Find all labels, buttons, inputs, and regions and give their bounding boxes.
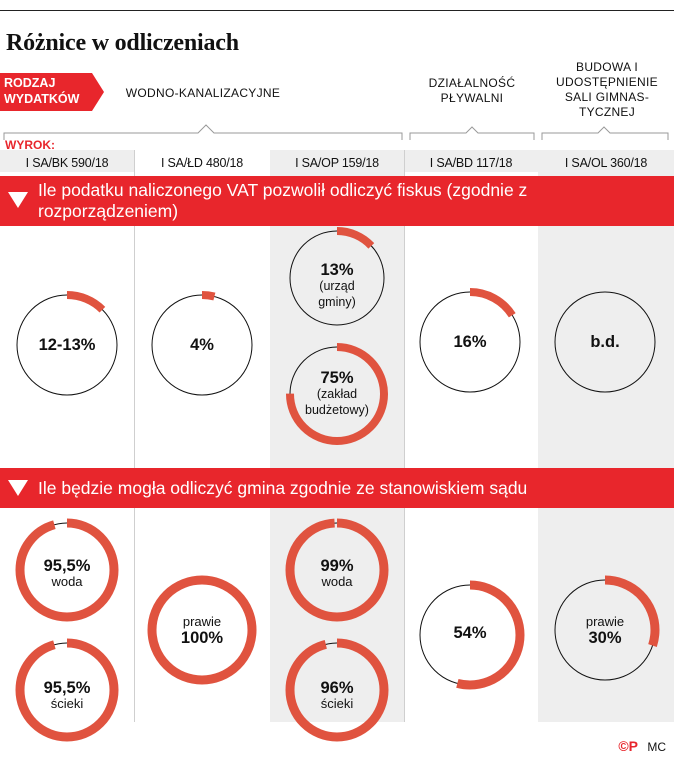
footer: ©P MC — [618, 738, 666, 754]
ring-value: 4% — [190, 336, 214, 354]
ring-value: 75% — [320, 369, 354, 387]
rodzaj-tag — [0, 73, 104, 111]
author-credit: MC — [647, 740, 666, 754]
ring-sub: prawie — [585, 614, 625, 629]
ring-arc — [148, 291, 256, 399]
ring-sub: ścieki — [50, 696, 84, 711]
ring-value: 99% — [320, 557, 354, 575]
ring-sub: prawie — [182, 614, 222, 629]
ring-arc — [416, 288, 524, 396]
category-plywalnia: DZIAŁALNOŚĆ PŁYWALNI — [428, 76, 516, 105]
ring-outline — [554, 291, 656, 393]
publisher-logo: ©P — [618, 738, 638, 754]
ring-label-ld-s1: 4% — [152, 337, 252, 354]
ring-label-ol-s1: b.d. — [555, 334, 655, 351]
ring-arc — [415, 580, 525, 690]
ring-sub: ścieki — [320, 696, 354, 711]
section-title-1: Ile podatku naliczonego VAT pozwolił odl… — [38, 180, 528, 221]
ring-value: 95,5% — [43, 557, 91, 575]
rodzaj-line-1: RODZAJ — [4, 76, 56, 90]
ring-arc — [285, 518, 389, 622]
ring-arc — [286, 227, 388, 329]
section-band-2 — [0, 468, 674, 508]
ring-label-bk-s1: 12-13% — [17, 337, 117, 354]
ring-arc — [13, 291, 121, 399]
ring-value: 12-13% — [38, 336, 96, 354]
ring-arc — [15, 638, 119, 742]
ring-sub: (zakład budżetowy) — [305, 387, 369, 417]
column-shade-3 — [270, 150, 404, 722]
ring-arc — [550, 575, 660, 685]
top-rule — [0, 10, 674, 11]
ring-label-op-zaklad-s1: 75% (zakład budżetowy) — [287, 370, 387, 418]
ring-arc — [147, 575, 257, 685]
ring-value: 95,5% — [43, 679, 91, 697]
ring-label-bd-s2: 54% — [420, 625, 520, 642]
ring-value: 54% — [453, 624, 487, 642]
case-2: I SA/ŁD 480/18 — [161, 156, 243, 170]
ring-arc — [286, 343, 388, 445]
category-sala: BUDOWA I UDOSTĘPNIENIE SALI GIMNAS- TYCZ… — [556, 60, 658, 119]
ring-value: b.d. — [590, 333, 620, 351]
ring-value: 96% — [320, 679, 354, 697]
case-3: I SA/OP 159/18 — [295, 156, 379, 170]
case-5: I SA/OL 360/18 — [564, 156, 648, 170]
section-title-2: Ile będzie mogła odliczyć gmina zgodnie … — [38, 478, 528, 498]
triangle-down-icon — [8, 192, 28, 208]
ring-arc — [285, 638, 389, 742]
ring-sub: (urząd gminy) — [318, 279, 356, 309]
ring-label-op-gmina-s1: 13% (urząd gminy) — [292, 262, 382, 310]
ring-label-bd-s1: 16% — [420, 334, 520, 351]
ring-label-op-woda-s2: 99% woda — [287, 558, 387, 590]
section-band-1 — [0, 176, 674, 226]
wyrok-label: WYROK: — [5, 138, 55, 152]
case-1: I SA/BK 590/18 — [25, 156, 109, 170]
ring-arc — [15, 518, 119, 622]
ring-value: 100% — [180, 629, 224, 647]
ring-label-ol-s2: prawie 30% — [555, 614, 655, 646]
case-bg-4 — [404, 150, 538, 172]
ring-value: 30% — [588, 629, 622, 647]
rodzaj-label: RODZAJ WYDATKÓW — [4, 75, 79, 107]
ring-value: 13% — [320, 261, 354, 279]
case-4: I SA/BD 117/18 — [429, 156, 513, 170]
category-brackets — [3, 124, 669, 140]
triangle-down-icon — [8, 480, 28, 496]
ring-label-ld-s2: prawie 100% — [152, 614, 252, 646]
ring-label-bk-woda-s2: 95,5% woda — [17, 558, 117, 590]
ring-value: 16% — [453, 333, 487, 351]
category-wodno: WODNO-KANALIZACYJNE — [125, 86, 281, 100]
ring-label-bk-scieki-s2: 95,5% ścieki — [17, 680, 117, 712]
ring-label-op-scieki-s2: 96% ścieki — [287, 680, 387, 712]
case-bg-1 — [0, 150, 134, 172]
chart-title: Różnice w odliczeniach — [6, 30, 239, 56]
ring-sub: woda — [51, 574, 83, 589]
ring-sub: woda — [321, 574, 353, 589]
rodzaj-line-2: WYDATKÓW — [4, 92, 80, 106]
